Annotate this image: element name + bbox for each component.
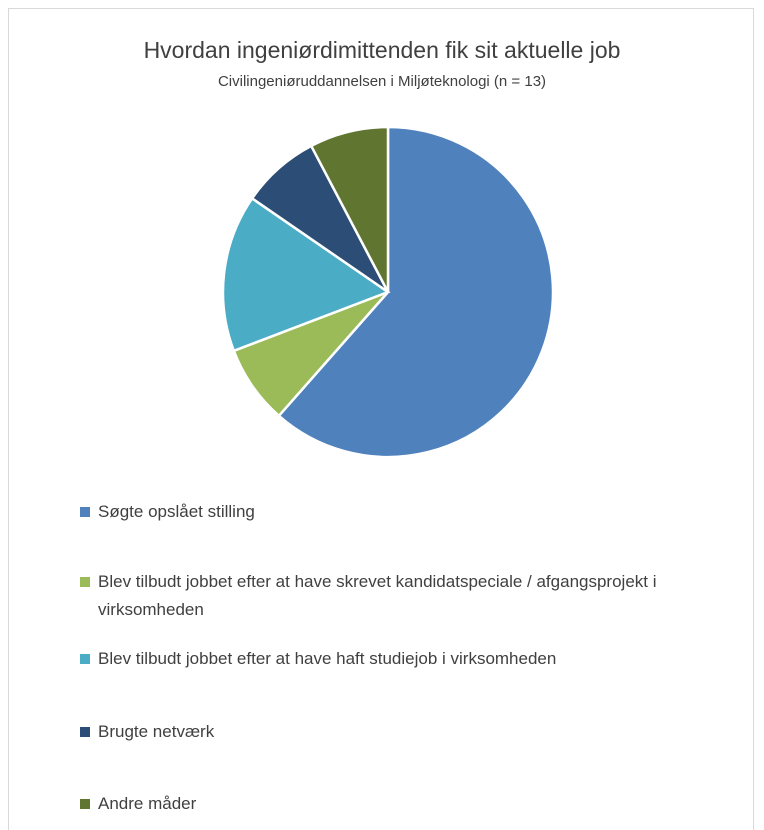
legend-swatch — [80, 799, 90, 809]
legend-label: Blev tilbudt jobbet efter at have skreve… — [98, 572, 657, 619]
legend-swatch — [80, 577, 90, 587]
legend-label: Brugte netværk — [98, 722, 215, 741]
chart-title: Hvordan ingeniørdimittenden fik sit aktu… — [144, 37, 621, 63]
pie-slice — [221, 196, 391, 353]
legend-item: Søgte opslået stilling — [80, 498, 728, 526]
legend-item: Blev tilbudt jobbet efter at have haft s… — [80, 645, 728, 673]
legend-swatch — [80, 727, 90, 737]
pie-slice — [277, 125, 555, 459]
pie-slice — [309, 125, 390, 293]
chart-subtitle: Civilingeniøruddannelsen i Miljøteknolog… — [218, 73, 546, 90]
legend-swatch — [80, 654, 90, 664]
legend-label: Blev tilbudt jobbet efter at have haft s… — [98, 649, 557, 668]
legend-label: Andre måder — [98, 794, 197, 813]
chart-frame — [8, 8, 754, 830]
legend-item: Brugte netværk — [80, 718, 728, 746]
legend-item: Blev tilbudt jobbet efter at have skreve… — [80, 568, 728, 624]
legend-label: Søgte opslået stilling — [98, 502, 255, 521]
legend-item: Andre måder — [80, 790, 728, 818]
legend-swatch — [80, 507, 90, 517]
